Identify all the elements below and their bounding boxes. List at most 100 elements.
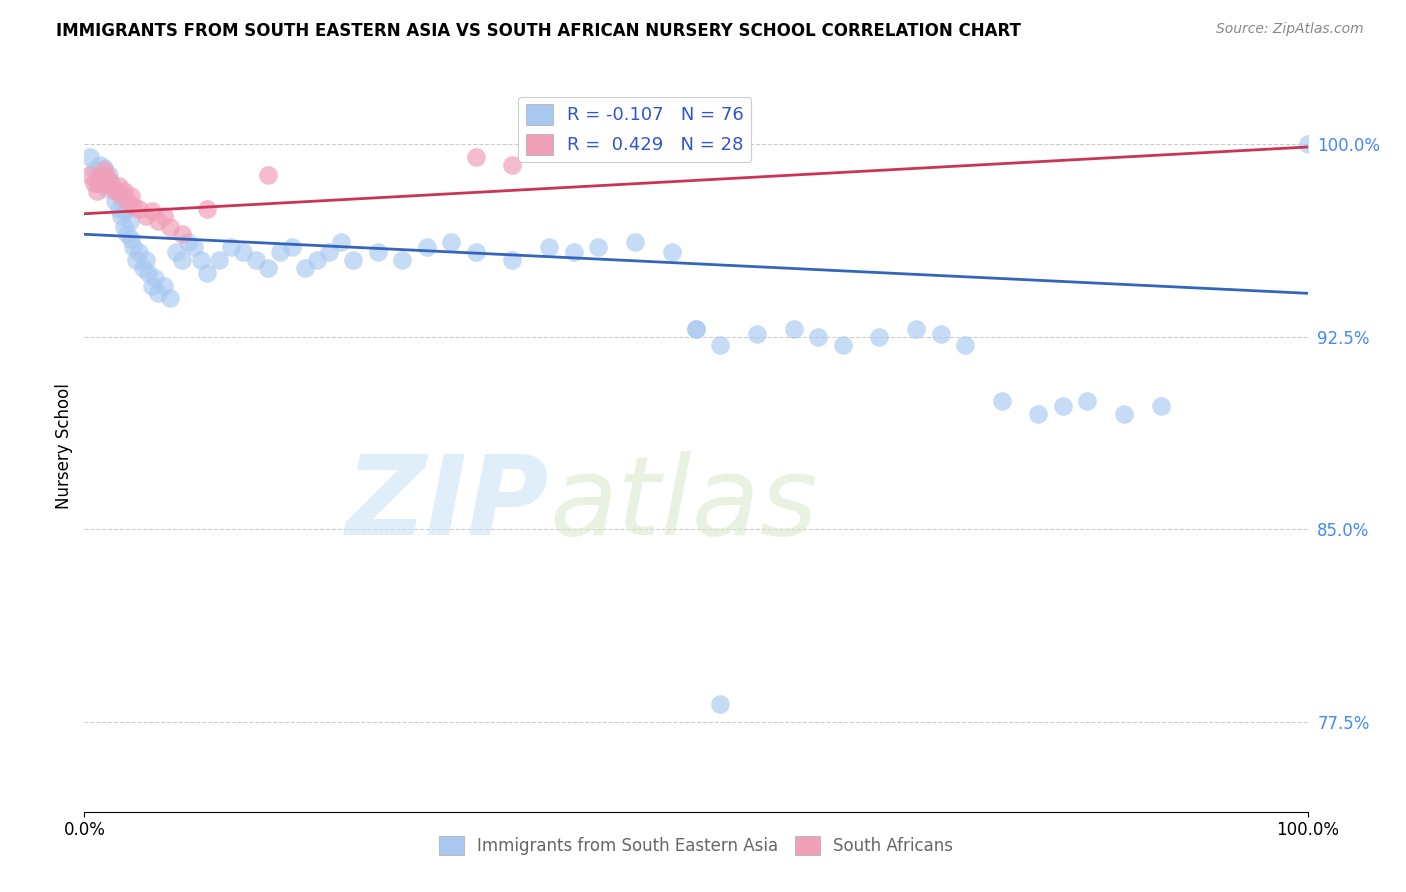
Point	[79, 168, 101, 182]
Point	[245, 252, 267, 267]
Point	[991, 394, 1014, 409]
Point	[367, 245, 389, 260]
Point	[141, 278, 163, 293]
Legend: Immigrants from South Eastern Asia, South Africans: Immigrants from South Eastern Asia, Sout…	[432, 830, 960, 862]
Point	[128, 202, 150, 216]
Point	[146, 286, 169, 301]
Point	[107, 178, 129, 193]
Point	[502, 158, 524, 172]
Point	[709, 337, 731, 351]
Point	[685, 322, 707, 336]
Point	[1150, 399, 1173, 413]
Point	[929, 327, 952, 342]
Point	[86, 184, 108, 198]
Point	[110, 188, 132, 202]
Point	[783, 322, 806, 336]
Point	[97, 168, 120, 182]
Point	[105, 184, 128, 198]
Point	[165, 245, 187, 260]
Point	[208, 252, 231, 267]
Point	[114, 204, 136, 219]
Point	[112, 219, 135, 234]
Point	[87, 176, 110, 190]
Point	[153, 209, 176, 223]
Point	[120, 188, 142, 202]
Point	[183, 240, 205, 254]
Point	[232, 245, 254, 260]
Point	[586, 240, 609, 254]
Point	[112, 184, 135, 198]
Point	[91, 173, 114, 187]
Point	[125, 252, 148, 267]
Point	[257, 168, 280, 182]
Point	[305, 252, 328, 267]
Point	[143, 271, 166, 285]
Point	[190, 252, 212, 267]
Point	[1296, 137, 1319, 152]
Point	[104, 184, 127, 198]
Point	[79, 150, 101, 164]
Point	[807, 330, 830, 344]
Point	[219, 240, 242, 254]
Point	[153, 278, 176, 293]
Point	[136, 266, 159, 280]
Point	[1076, 394, 1098, 409]
Point	[159, 219, 181, 234]
Point	[122, 199, 145, 213]
Point	[146, 214, 169, 228]
Point	[172, 252, 194, 267]
Point	[624, 235, 647, 249]
Point	[97, 173, 120, 187]
Point	[141, 204, 163, 219]
Point	[118, 214, 141, 228]
Point	[107, 202, 129, 216]
Point	[89, 158, 111, 172]
Text: atlas: atlas	[550, 451, 818, 558]
Point	[96, 168, 118, 182]
Point	[110, 209, 132, 223]
Point	[1052, 399, 1074, 413]
Text: Source: ZipAtlas.com: Source: ZipAtlas.com	[1216, 22, 1364, 37]
Point	[440, 235, 463, 249]
Point	[661, 245, 683, 260]
Point	[831, 337, 853, 351]
Point	[104, 194, 127, 208]
Point	[905, 322, 928, 336]
Point	[416, 240, 439, 254]
Point	[869, 330, 891, 344]
Point	[128, 245, 150, 260]
Point	[953, 337, 976, 351]
Point	[86, 176, 108, 190]
Point	[115, 194, 138, 208]
Point	[391, 252, 413, 267]
Point	[135, 252, 157, 267]
Point	[538, 240, 561, 254]
Point	[281, 240, 304, 254]
Point	[89, 168, 111, 182]
Text: ZIP: ZIP	[346, 451, 550, 558]
Point	[709, 697, 731, 711]
Point	[100, 178, 122, 193]
Point	[87, 168, 110, 182]
Point	[132, 260, 155, 275]
Point	[159, 292, 181, 306]
Point	[172, 227, 194, 242]
Point	[115, 227, 138, 242]
Point	[1114, 407, 1136, 421]
Point	[91, 176, 114, 190]
Y-axis label: Nursery School: Nursery School	[55, 383, 73, 509]
Text: IMMIGRANTS FROM SOUTH EASTERN ASIA VS SOUTH AFRICAN NURSERY SCHOOL CORRELATION C: IMMIGRANTS FROM SOUTH EASTERN ASIA VS SO…	[56, 22, 1021, 40]
Point	[195, 202, 218, 216]
Point	[330, 235, 353, 249]
Point	[177, 235, 200, 249]
Point	[83, 176, 105, 190]
Point	[269, 245, 291, 260]
Point	[122, 240, 145, 254]
Point	[96, 181, 118, 195]
Point	[464, 245, 486, 260]
Point	[685, 322, 707, 336]
Point	[294, 260, 316, 275]
Point	[83, 163, 105, 178]
Point	[120, 232, 142, 246]
Point	[464, 150, 486, 164]
